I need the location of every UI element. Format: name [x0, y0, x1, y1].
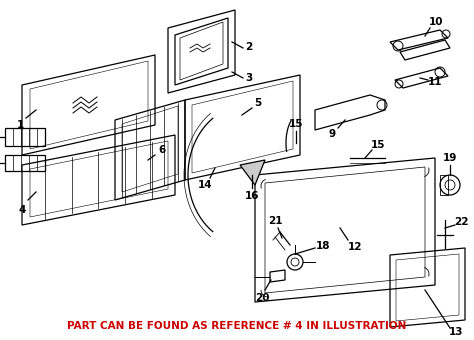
Text: 20: 20 [255, 293, 269, 303]
Bar [5, 155, 45, 171]
Text: 19: 19 [443, 153, 457, 163]
Bar [440, 175, 448, 195]
Text: 12: 12 [348, 242, 362, 252]
Text: 15: 15 [289, 119, 303, 129]
Text: 18: 18 [316, 241, 330, 251]
Text: 13: 13 [449, 327, 463, 337]
Text: 11: 11 [428, 77, 442, 87]
Text: 15: 15 [371, 140, 385, 150]
Text: 1: 1 [17, 120, 24, 130]
Text: 4: 4 [18, 205, 26, 215]
Text: 16: 16 [245, 191, 259, 201]
Text: 10: 10 [429, 17, 443, 27]
Text: 3: 3 [246, 73, 253, 83]
Text: 5: 5 [255, 98, 262, 108]
Bar [5, 128, 45, 146]
Polygon shape [240, 160, 265, 185]
Text: 14: 14 [198, 180, 212, 190]
Text: 21: 21 [268, 216, 282, 226]
Text: PART CAN BE FOUND AS REFERENCE # 4 IN ILLUSTRATION: PART CAN BE FOUND AS REFERENCE # 4 IN IL… [67, 321, 407, 331]
Text: 2: 2 [246, 42, 253, 52]
Text: 22: 22 [454, 217, 468, 227]
Text: 9: 9 [328, 129, 336, 139]
Text: 6: 6 [158, 145, 165, 155]
